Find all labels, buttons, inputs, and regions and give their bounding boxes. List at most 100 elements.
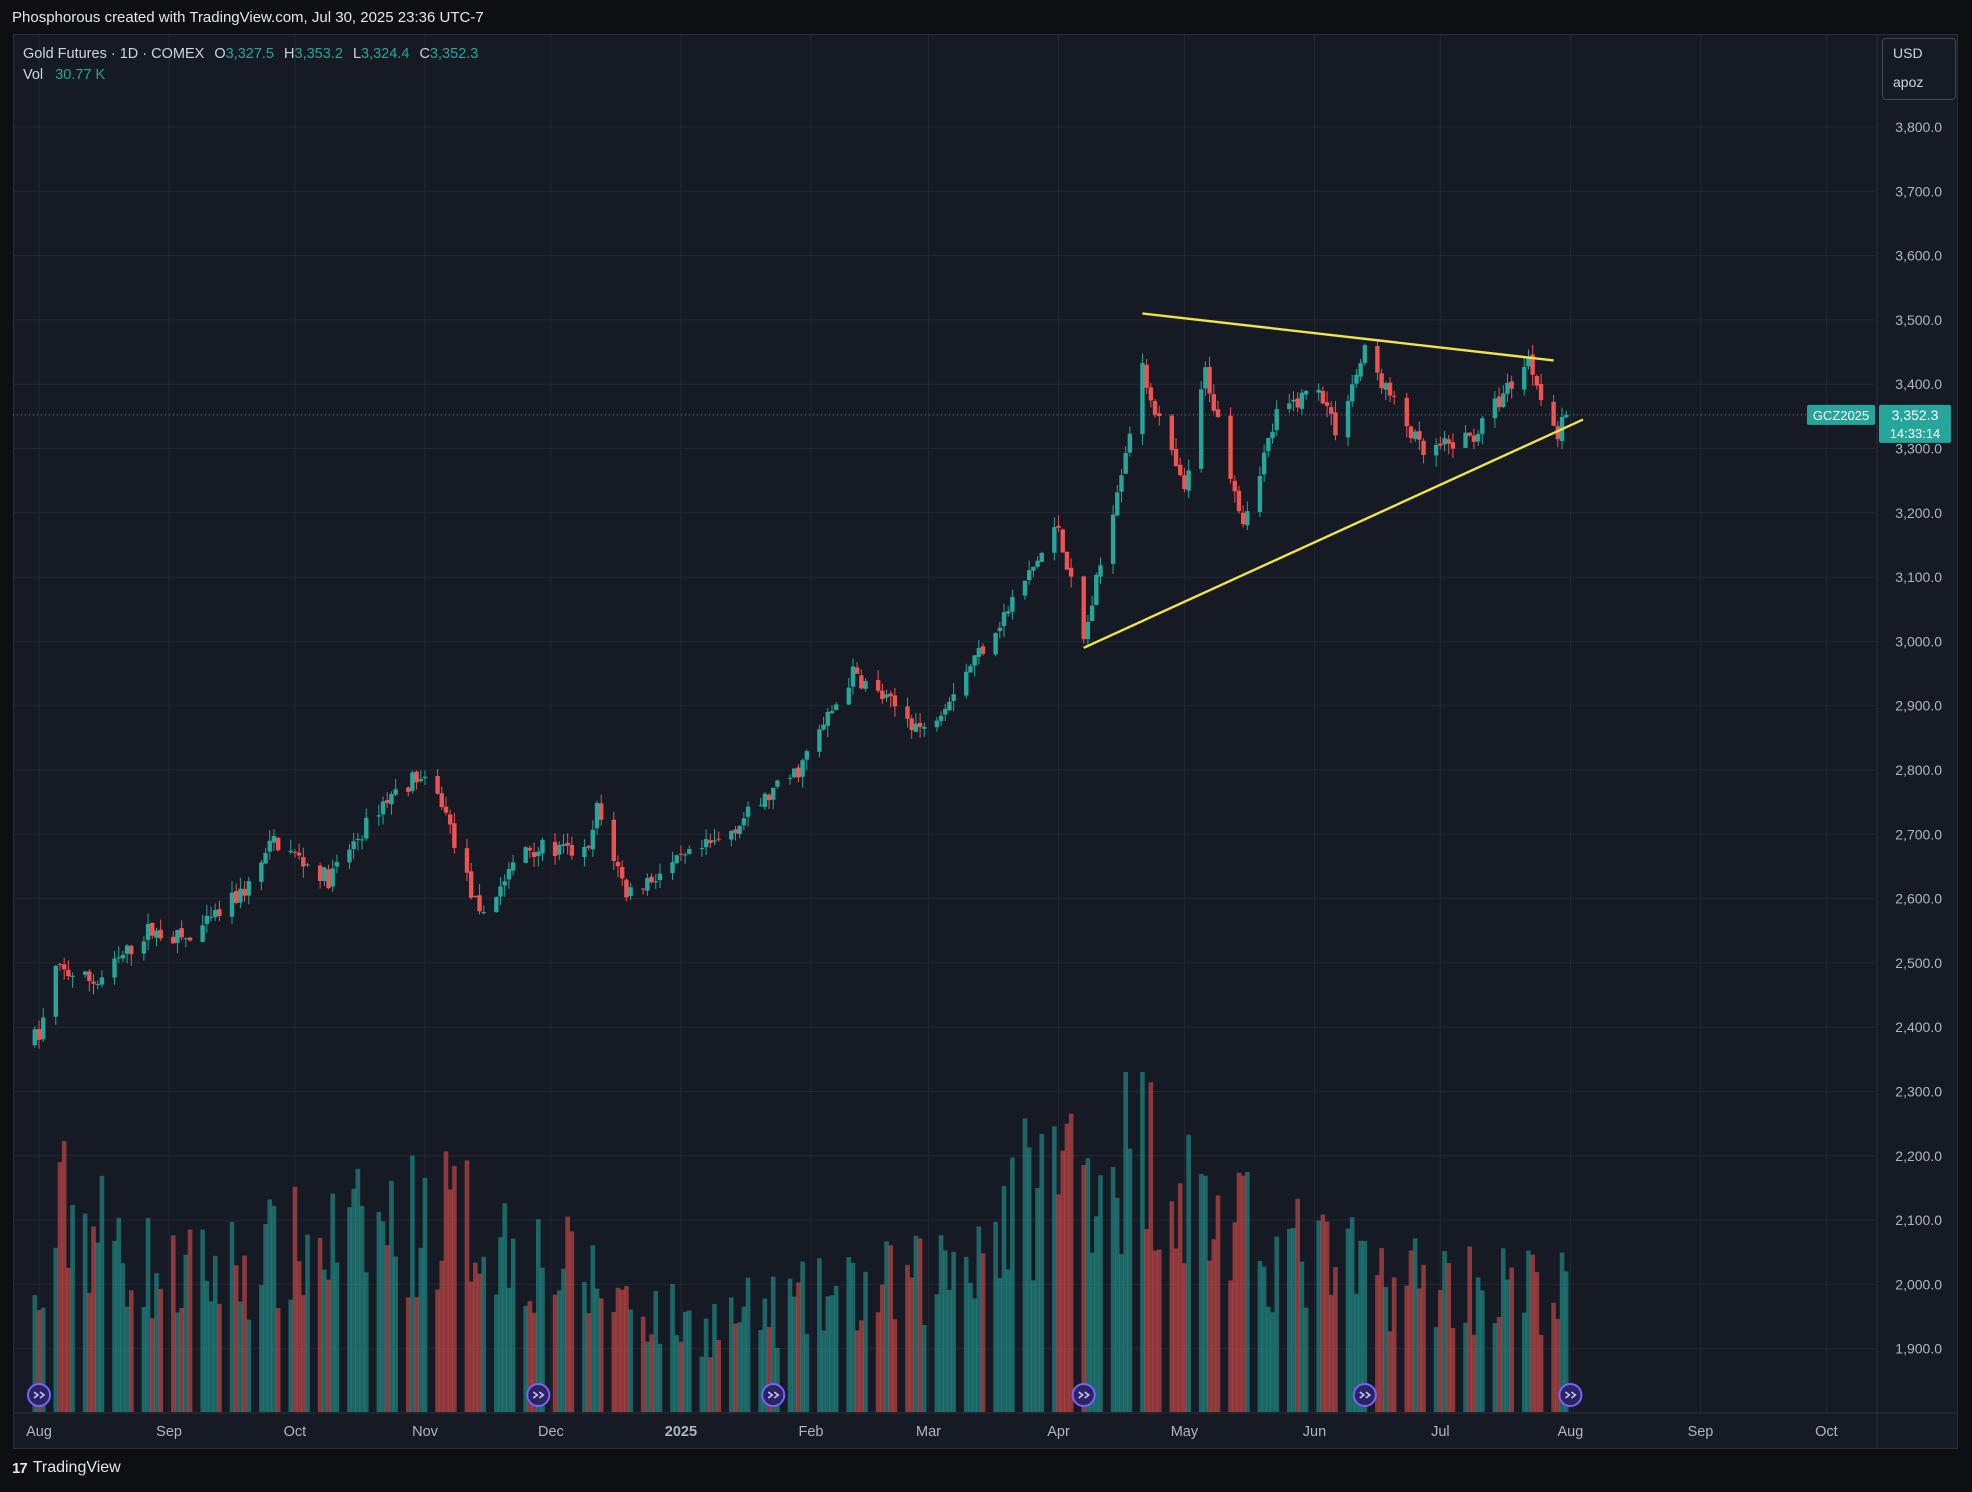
currency-label[interactable]: USD [1893, 45, 1923, 61]
volume-bar [187, 1229, 193, 1412]
y-tick-label: 2,300.0 [1895, 1084, 1942, 1100]
volume-bar [1467, 1246, 1473, 1412]
volume-bar [687, 1310, 692, 1412]
volume-bar [1492, 1323, 1498, 1412]
volume-bar [1559, 1252, 1565, 1412]
candle-body [355, 838, 361, 840]
volume-bar [976, 1226, 982, 1412]
candle-body [699, 848, 705, 850]
candle-body [569, 844, 575, 856]
y-tick-label: 2,600.0 [1895, 891, 1942, 907]
volume-bar [330, 1193, 335, 1412]
candle-body [347, 849, 352, 863]
candle-body [330, 868, 335, 887]
symbol-name[interactable]: Gold Futures · 1D · COMEX [23, 46, 205, 62]
volume-bar [804, 1333, 810, 1412]
volume-bar [1316, 1220, 1321, 1412]
volume-bar [1417, 1288, 1422, 1412]
candle-body [510, 862, 516, 871]
volume-bar [552, 1294, 558, 1412]
candle-body [829, 711, 835, 714]
candle-body [183, 938, 189, 940]
fast-forward-icon [1078, 1391, 1091, 1399]
volume-bar [70, 1204, 75, 1412]
candle-body [1442, 438, 1447, 445]
candle-body [1089, 605, 1095, 621]
candle-body [418, 779, 424, 782]
volume-bar [229, 1221, 235, 1412]
candle-body [968, 666, 973, 673]
volume-bar [267, 1199, 273, 1412]
volume-bar [1324, 1221, 1330, 1412]
candle-body [1257, 476, 1263, 513]
candle-body [536, 851, 541, 856]
candle-body [406, 787, 411, 792]
volume-bar [66, 1267, 71, 1412]
candle-body [703, 839, 709, 848]
candle-body [1522, 367, 1527, 390]
volume-label[interactable]: Vol [23, 67, 44, 83]
volume-bar [1114, 1197, 1120, 1412]
volume-bar [880, 1284, 885, 1412]
volume-bar [942, 1250, 948, 1412]
volume-bar [1404, 1285, 1410, 1412]
tradingview-logo[interactable]: 17 TradingView [12, 1459, 121, 1477]
volume-bar [972, 1298, 977, 1412]
volume-bar [233, 1265, 239, 1412]
candle-body [171, 936, 176, 944]
volume-bar [1333, 1267, 1338, 1412]
volume-bar [1287, 1228, 1292, 1412]
y-tick-label: 3,600.0 [1895, 248, 1942, 264]
volume-bar [624, 1286, 629, 1412]
volume-bar [1505, 1279, 1510, 1412]
volume-bar [112, 1240, 117, 1412]
candle-body [158, 929, 163, 939]
volume-bar [1379, 1248, 1384, 1412]
candle-body [628, 887, 633, 896]
volume-bar [951, 1251, 956, 1412]
volume-bar [510, 1238, 516, 1412]
volume-bar [770, 1276, 776, 1412]
candle-body [1098, 565, 1103, 577]
volume-bar [561, 1268, 566, 1412]
volume-bar [464, 1160, 470, 1412]
candle-body [875, 680, 881, 691]
volume-bar [917, 1238, 923, 1412]
candle-body [267, 840, 272, 852]
y-tick-label: 3,500.0 [1895, 312, 1942, 328]
candle-body [880, 690, 885, 700]
candle-body [817, 729, 822, 752]
candle-body [66, 969, 71, 977]
symbol-tag: GCZ2025 [1813, 408, 1869, 423]
candle-body [611, 819, 617, 861]
candle-body [787, 777, 793, 779]
currency-selector[interactable]: USD apoz [1882, 38, 1956, 100]
candle-body [502, 881, 507, 886]
volume-bar [422, 1177, 428, 1412]
x-tick-label: 2025 [665, 1424, 697, 1440]
volume-bar [1303, 1307, 1309, 1412]
fast-forward-icon [1359, 1391, 1372, 1399]
volume-bar [405, 1297, 411, 1412]
volume-bar [124, 1306, 130, 1412]
volume-bar [884, 1241, 889, 1412]
candle-body [150, 922, 155, 936]
volume-bar [238, 1301, 243, 1412]
tradingview-icon: 17 [12, 1459, 28, 1477]
candle-body [825, 711, 830, 726]
candle-body [922, 726, 927, 729]
volume-bar [1228, 1280, 1233, 1412]
candle-body [1333, 412, 1338, 436]
y-tick-label: 3,100.0 [1895, 569, 1942, 585]
scale-mode-label[interactable]: apoz [1893, 74, 1924, 90]
volume-bar [347, 1207, 352, 1412]
candle-body [1291, 399, 1296, 402]
candle-body [1022, 580, 1028, 596]
volume-bar [1215, 1195, 1221, 1412]
volume-bar [909, 1277, 914, 1412]
volume-bar [963, 1256, 969, 1412]
candle-body [729, 830, 734, 840]
candle-body [846, 687, 851, 705]
candle-body [32, 1029, 38, 1046]
